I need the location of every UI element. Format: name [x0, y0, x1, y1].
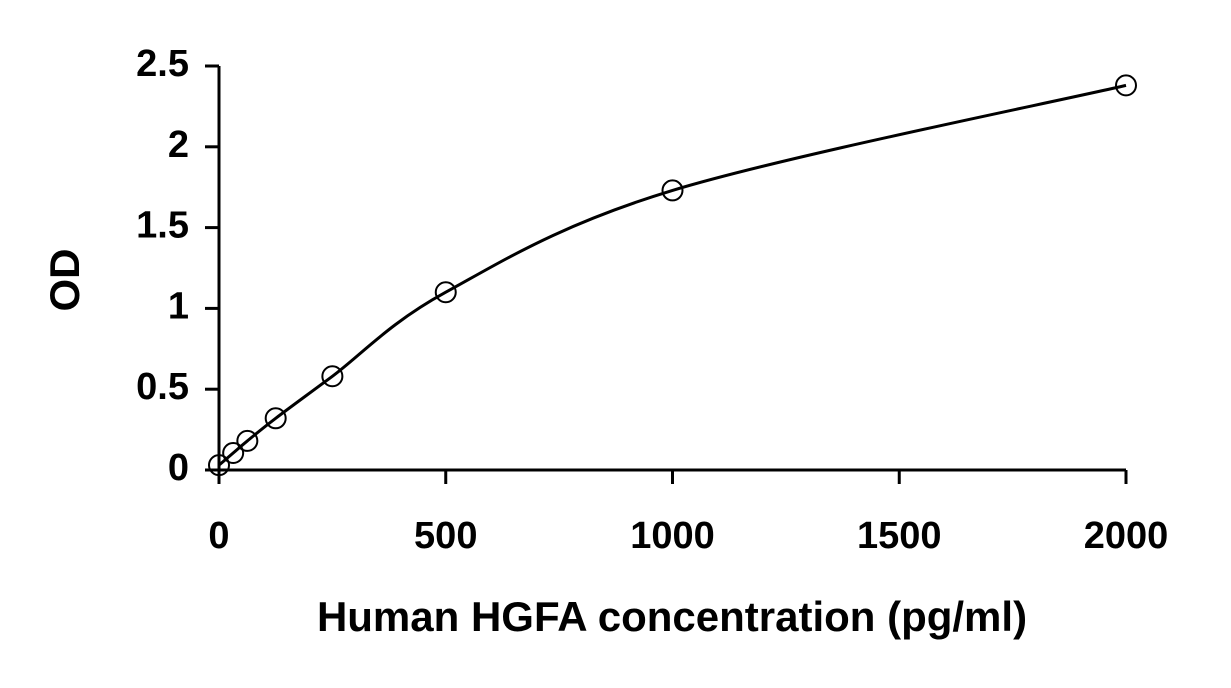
- y-tick-label: 2.5: [136, 43, 189, 85]
- y-tick-label: 1.5: [136, 205, 189, 247]
- x-tick-label: 1000: [630, 515, 715, 557]
- x-tick-label: 1500: [857, 515, 942, 557]
- data-point: [1115, 74, 1137, 97]
- fit-curve: [218, 83, 1127, 467]
- data-point: [222, 442, 245, 465]
- data-point: [434, 281, 457, 304]
- y-tick-label: 0: [168, 447, 189, 489]
- y-axis-title: OD: [41, 249, 88, 312]
- data-point: [321, 365, 344, 388]
- x-axis-title: Human HGFA concentration (pg/ml): [317, 593, 1027, 640]
- y-tick-label: 2: [168, 124, 189, 166]
- y-tick-label: 0.5: [136, 366, 189, 408]
- x-tick-label: 500: [414, 515, 477, 557]
- data-point: [208, 454, 230, 477]
- x-tick-label: 0: [208, 515, 229, 557]
- data-point: [661, 179, 684, 202]
- data-point: [236, 429, 259, 452]
- data-point: [264, 407, 287, 430]
- x-tick-label: 2000: [1084, 515, 1169, 557]
- y-tick-label: 1: [168, 285, 189, 327]
